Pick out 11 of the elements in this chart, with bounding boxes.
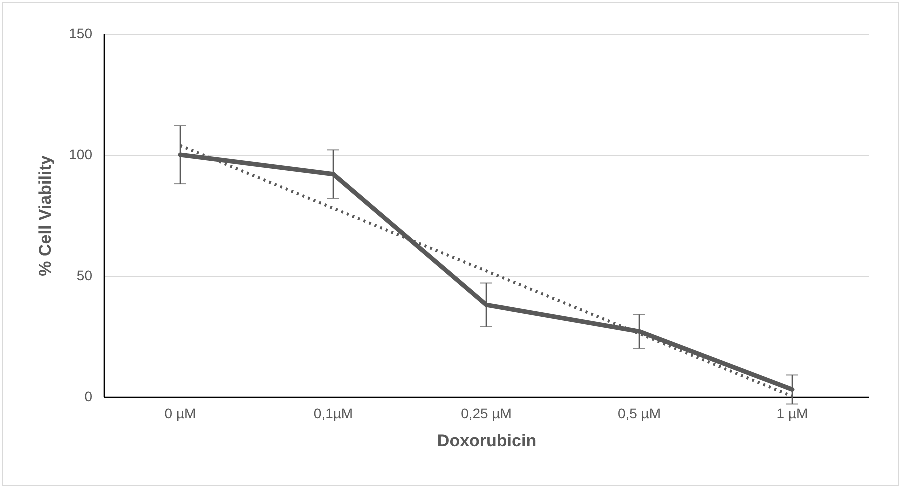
y-tick-label: 100 bbox=[69, 146, 93, 162]
x-tick-label: 0,1µM bbox=[314, 406, 354, 422]
x-tick-label: 1 µM bbox=[776, 406, 808, 422]
y-tick-label: 150 bbox=[69, 26, 93, 42]
y-axis-title: % Cell Viability bbox=[36, 155, 56, 276]
x-tick-label: 0,5 µM bbox=[618, 406, 662, 422]
x-tick-label: 0 µM bbox=[164, 406, 196, 422]
x-axis-title: Doxorubicin bbox=[437, 432, 537, 450]
y-tick-label: 50 bbox=[76, 268, 93, 284]
x-tick-label: 0,25 µM bbox=[461, 406, 512, 422]
y-tick-label: 0 bbox=[84, 388, 93, 404]
